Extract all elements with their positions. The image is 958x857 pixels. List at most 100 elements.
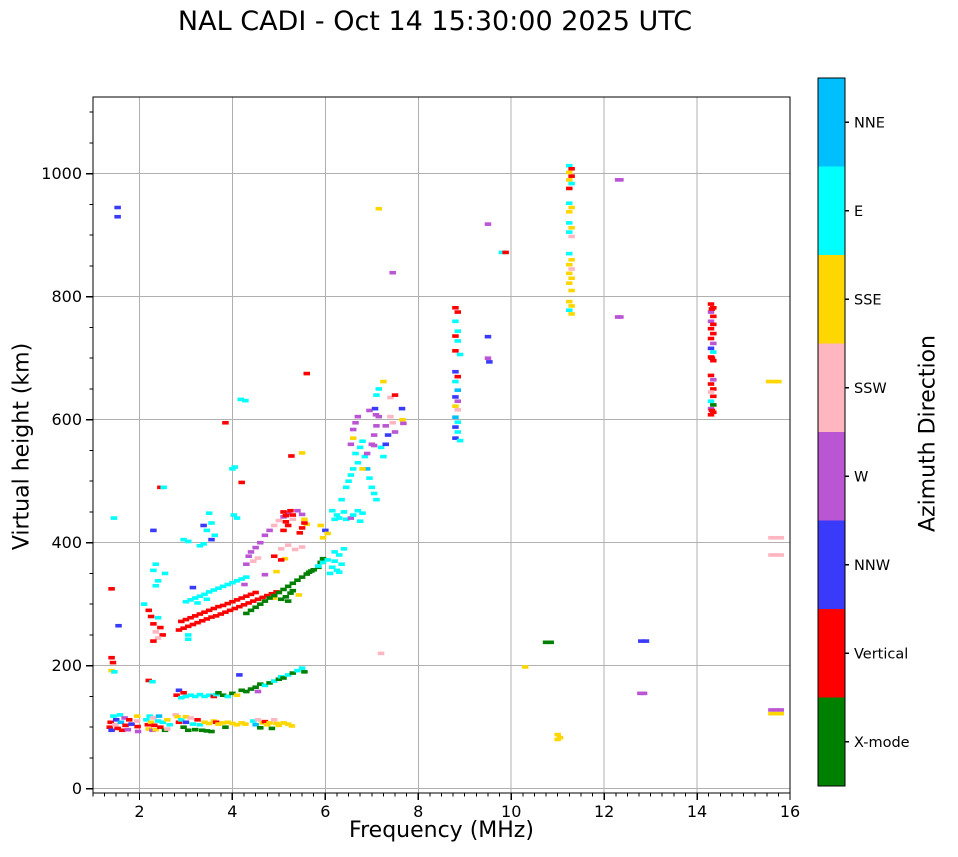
- scatter-point-NNW: [398, 406, 406, 411]
- scatter-point-SSE: [566, 262, 573, 267]
- scatter-point-Vertical: [122, 723, 129, 728]
- scatter-point-Vertical: [568, 166, 575, 171]
- scatter-point-NNW: [452, 425, 459, 429]
- scatter-point-SSE: [375, 206, 383, 211]
- scatter-point-E: [230, 513, 238, 517]
- scatter-point-Vertical: [219, 603, 227, 608]
- scatter-point-E: [201, 694, 208, 699]
- scatter-point-SSE: [238, 721, 245, 725]
- scatter-point-Vertical: [203, 617, 211, 621]
- scatter-point-W: [247, 550, 255, 554]
- scatter-point-E: [182, 599, 190, 604]
- scatter-point-W: [294, 508, 301, 513]
- scatter-point-Vertical: [231, 606, 238, 611]
- scatter-point-SSE: [233, 722, 241, 727]
- scatter-point-Vertical: [205, 608, 213, 613]
- scatter-point-Vertical: [157, 625, 164, 630]
- scatter-point-E: [185, 539, 192, 544]
- scatter-point-E: [224, 582, 232, 587]
- scatter-point-Vertical: [707, 382, 715, 386]
- scatter-point-SSE: [205, 721, 213, 726]
- scatter-point-E: [340, 547, 348, 551]
- scatter-point-E: [210, 588, 218, 592]
- scatter-point-E: [380, 454, 387, 459]
- scatter-point-X-mode: [185, 728, 192, 733]
- x-tick-label: 12: [594, 802, 614, 821]
- scatter-point-X-mode: [252, 685, 259, 690]
- scatter-point-SSE: [275, 723, 283, 728]
- scatter-point-E: [208, 521, 215, 525]
- scatter-point-E: [566, 201, 573, 206]
- scatter-point-E: [368, 485, 376, 490]
- scatter-point-E: [211, 533, 218, 538]
- scatter-point-SSW: [270, 523, 278, 528]
- scatter-point-Vertical: [261, 719, 269, 724]
- scatter-point-SSE: [566, 299, 573, 304]
- scatter-point-Vertical: [238, 596, 245, 600]
- scatter-point-W: [707, 319, 715, 324]
- scatter-point-X-mode: [266, 596, 273, 600]
- scatter-point-NNW: [484, 334, 492, 339]
- scatter-point-X-mode: [284, 599, 292, 603]
- scatter-point-Vertical: [284, 523, 292, 528]
- scatter-point-W: [707, 406, 715, 411]
- scatter-point-E: [196, 692, 204, 697]
- scatter-point-E: [111, 670, 118, 674]
- scatter-point-W: [389, 270, 396, 275]
- scatter-point-SSE: [768, 711, 775, 716]
- scatter-point-SSE: [319, 535, 327, 540]
- scatter-point-Vertical: [222, 610, 229, 614]
- scatter-point-Vertical: [144, 722, 152, 727]
- scatter-point-Vertical: [233, 598, 241, 602]
- scatter-point-Vertical: [245, 601, 252, 605]
- scatter-point-SSE: [554, 737, 561, 742]
- scatter-point-SSW: [133, 719, 141, 723]
- scatter-point-W: [637, 691, 644, 696]
- scatter-point-X-mode: [294, 578, 301, 583]
- scatter-point-X-mode: [289, 588, 297, 593]
- scatter-point-W: [241, 582, 248, 587]
- scatter-point-W: [772, 708, 780, 712]
- x-tick-label: 4: [227, 802, 237, 821]
- scatter-point-X-mode: [277, 597, 285, 602]
- scatter-point-Vertical: [212, 614, 220, 618]
- scatter-point-SSE: [521, 665, 529, 669]
- scatter-point-NNW: [112, 718, 120, 722]
- scatter-point-SSW: [387, 395, 394, 400]
- scatter-point-NNW: [236, 673, 243, 677]
- scatter-point-E: [331, 559, 338, 563]
- scatter-point-SSE: [266, 721, 273, 725]
- scatter-point-SSW: [150, 716, 157, 720]
- scatter-point-X-mode: [238, 688, 245, 693]
- scatter-point-E: [180, 537, 187, 542]
- scatter-point-SSE: [568, 312, 575, 316]
- scatter-point-W: [254, 689, 262, 694]
- scatter-point-Vertical: [568, 174, 575, 178]
- scatter-point-Vertical: [125, 718, 133, 722]
- scatter-point-NNE: [363, 467, 371, 471]
- scatter-point-NNW: [182, 720, 190, 725]
- scatter-point-X-mode: [280, 676, 287, 680]
- scatter-point-Vertical: [189, 622, 197, 627]
- scatter-point-E: [231, 465, 238, 469]
- scatter-point-E: [342, 517, 350, 522]
- scatter-point-Vertical: [208, 615, 215, 619]
- scatter-point-X-mode: [219, 693, 227, 698]
- scatter-point-W: [257, 540, 264, 545]
- scatter-point-NNW: [175, 688, 183, 693]
- scatter-point-W: [710, 377, 717, 382]
- scatter-point-E: [298, 666, 306, 670]
- scatter-point-W: [382, 424, 389, 428]
- scatter-point-X-mode: [229, 691, 236, 696]
- scatter-point-E: [187, 693, 194, 698]
- scatter-point-X-mode: [289, 671, 297, 675]
- scatter-point-Vertical: [108, 655, 115, 660]
- scatter-point-Vertical: [289, 513, 297, 517]
- scatter-point-E: [566, 221, 573, 225]
- scatter-point-SSE: [295, 593, 303, 597]
- scatter-point-X-mode: [208, 729, 215, 734]
- scatter-point-SSW: [772, 553, 780, 557]
- scatter-point-E: [160, 485, 167, 490]
- scatter-point-W: [134, 729, 142, 734]
